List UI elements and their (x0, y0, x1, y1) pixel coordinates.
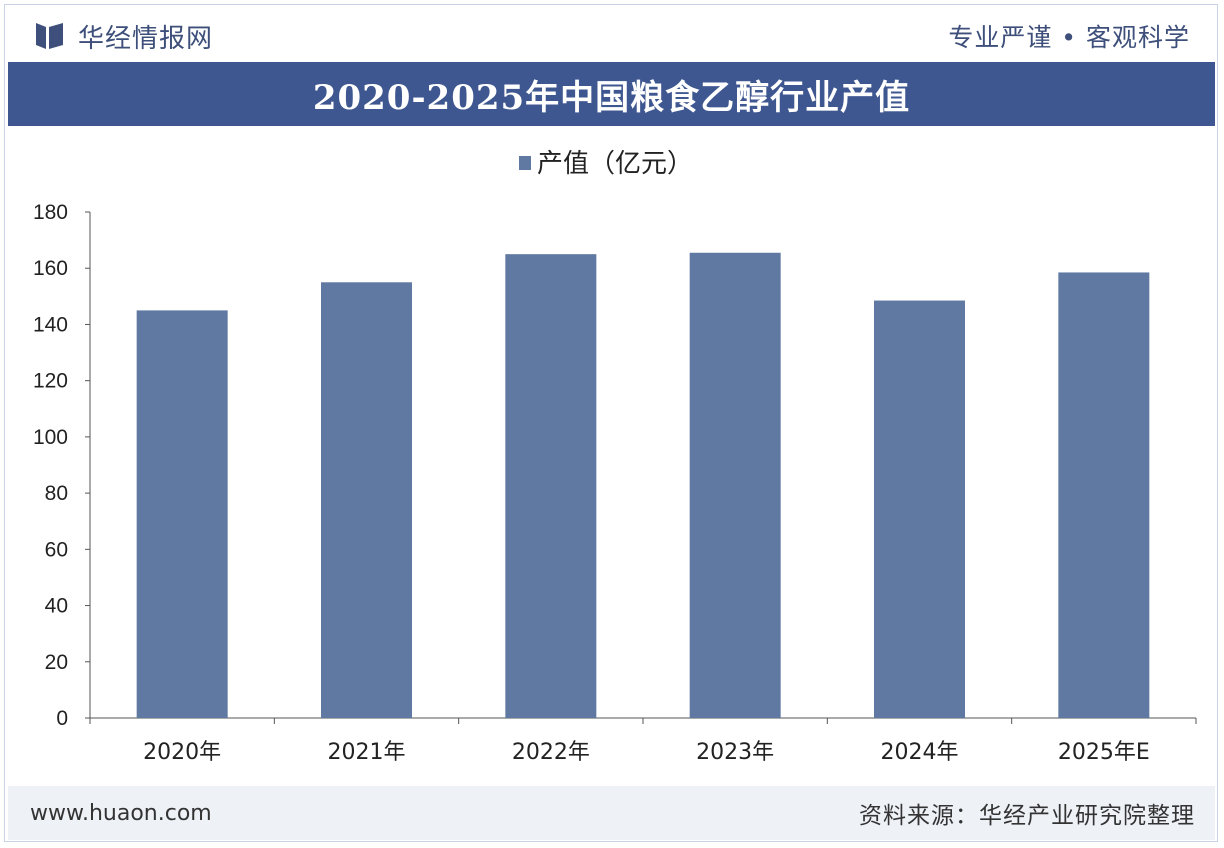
bar (505, 254, 597, 718)
legend-label: 产值（亿元） (537, 149, 693, 179)
y-tick-label: 120 (33, 370, 68, 393)
title-bar: 2020-2025年中国粮食乙醇行业产值 (8, 62, 1215, 126)
bar (136, 310, 228, 718)
y-tick-label: 140 (33, 313, 68, 336)
y-tick-label: 80 (45, 482, 68, 505)
bar (689, 252, 781, 718)
y-tick-label: 180 (33, 201, 68, 224)
y-tick-label: 20 (45, 651, 68, 674)
x-tick-label: 2024年 (881, 740, 959, 765)
bar-chart: 产值（亿元） 0 20 40 60 80 100 120 140 160 180 2020年 2021年… (33, 149, 1197, 765)
x-tick-label: 2020年 (143, 740, 221, 765)
brand-logo-icon (36, 23, 63, 49)
chart-frame (4, 4, 1218, 842)
website-text: www.huaon.com (30, 800, 212, 826)
y-tick-label: 60 (45, 538, 68, 561)
y-tick-label: 0 (56, 707, 68, 730)
bar (874, 300, 965, 718)
motto: 专业严谨 • 客观科学 (948, 23, 1190, 52)
brand: 华经情报网 (34, 16, 213, 56)
footer: www.huaon.com 资料来源：华经产业研究院整理 (8, 786, 1215, 840)
source-text: 资料来源：华经产业研究院整理 (859, 803, 1195, 829)
x-tick-label: 2021年 (328, 740, 406, 765)
bar (1058, 272, 1150, 718)
brand-name: 华经情报网 (78, 23, 214, 54)
legend-swatch (519, 156, 531, 170)
y-tick-label: 40 (45, 595, 68, 618)
x-tick-label: 2025年E (1058, 740, 1150, 765)
y-tick-label: 160 (33, 257, 68, 280)
x-tick-label: 2022年 (512, 740, 590, 765)
bar (321, 282, 412, 718)
chart-title: 2020-2025年中国粮食乙醇行业产值 (312, 77, 911, 118)
x-tick-label: 2023年 (696, 740, 774, 765)
y-tick-label: 100 (33, 426, 68, 449)
